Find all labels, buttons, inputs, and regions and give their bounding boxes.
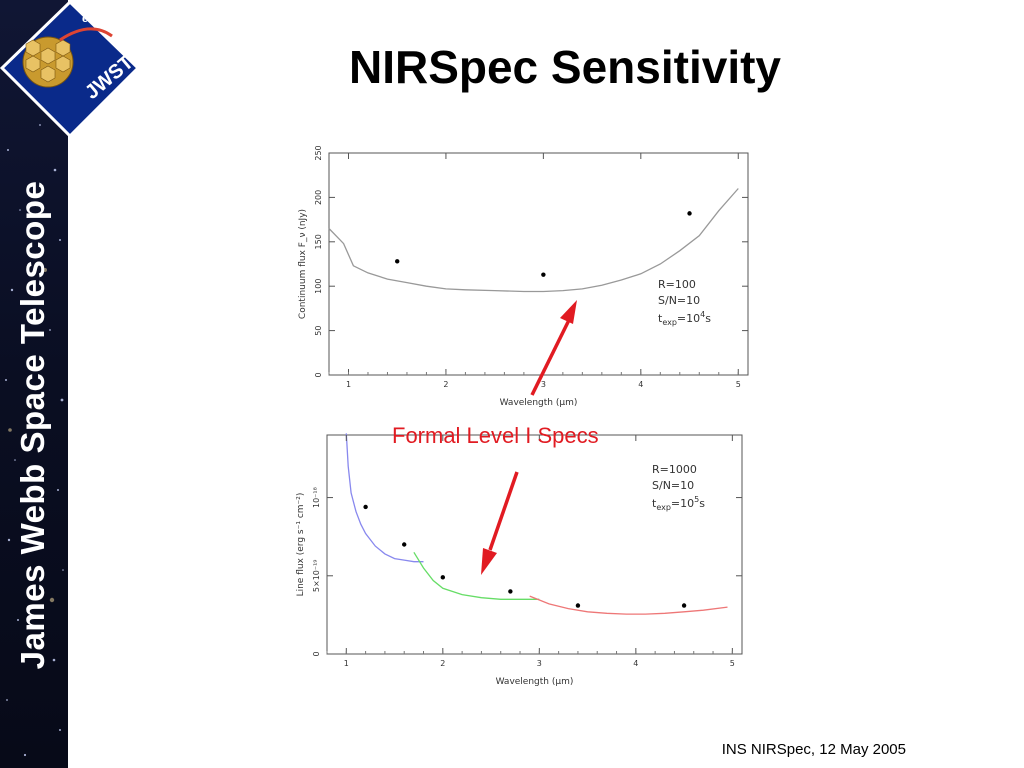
logo-agency-text: esa: [82, 13, 101, 25]
plot-frame: [328, 152, 749, 376]
x-tick-label: 4: [633, 659, 638, 668]
data-point: [395, 259, 400, 264]
annotation-snr: S/N=10: [652, 479, 694, 492]
y-tick-label: 150: [314, 234, 323, 249]
y-tick-label: 200: [314, 190, 323, 205]
data-point: [681, 603, 687, 608]
x-tick-label: 2: [443, 380, 448, 389]
y-tick-label: 50: [314, 326, 323, 336]
data-point: [541, 272, 546, 277]
y-axis-label: Line flux (erg s⁻¹ cm⁻²): [296, 493, 306, 597]
data-point: [402, 542, 407, 547]
jwst-logo: esa JWST: [0, 0, 141, 139]
footer-text: INS NIRSpec, 12 May 2005: [721, 741, 906, 758]
x-tick-label: 2: [440, 659, 445, 668]
series-line: [345, 433, 424, 563]
callout-arrow-down: [481, 471, 519, 575]
x-tick-label: 1: [346, 380, 351, 389]
series-line: [529, 595, 728, 615]
line-flux-chart: 1 2 3 4 5 0 5×10⁻¹⁹ 10⁻¹⁸ Wavelength (μm) Line…: [296, 433, 743, 687]
data-point: [363, 504, 368, 510]
starfield-background: [0, 0, 68, 768]
data-point: [575, 603, 581, 608]
y-tick-label: 0: [314, 372, 323, 377]
x-tick-label: 3: [537, 659, 542, 668]
mirror-icon: [22, 36, 74, 88]
y-tick-label: 5×10⁻¹⁹: [312, 559, 321, 592]
callout-arrow-up: [530, 300, 577, 396]
y-tick-label: 0: [312, 651, 321, 656]
plot-frame: [326, 434, 743, 655]
y-tick-label: 100: [314, 279, 323, 294]
x-axis-label: Wavelength (μm): [500, 398, 578, 408]
data-point: [687, 211, 692, 216]
x-tick-label: 1: [344, 659, 349, 668]
y-tick-label: 10⁻¹⁸: [312, 487, 321, 508]
data-point: [508, 589, 513, 594]
y-axis-label: Continuum flux F_ν (nJy): [298, 209, 308, 319]
annotation-resolution: R=1000: [652, 463, 697, 476]
y-tick-label: 250: [314, 145, 323, 160]
annotation-snr: S/N=10: [658, 294, 700, 307]
annotation-exposure: texp=104s: [658, 310, 711, 327]
x-tick-label: 5: [736, 380, 741, 389]
x-tick-label: 4: [638, 380, 643, 389]
data-point: [440, 575, 446, 580]
annotation-resolution: R=100: [658, 278, 696, 291]
sidebar-banner: James Webb Space Telescope: [0, 0, 68, 768]
annotation-exposure: texp=105s: [652, 495, 705, 512]
x-tick-label: 5: [730, 659, 735, 668]
callout-label: Formal Level I Specs: [392, 423, 599, 448]
series-line: [413, 551, 540, 600]
series-line: [328, 188, 739, 293]
page-title: NIRSpec Sensitivity: [348, 41, 782, 93]
continuum-flux-chart: 1 2 3 4 5 0 50 100 150 200 250 Wavelength (μm) Co…: [298, 145, 749, 408]
x-axis-label: Wavelength (μm): [496, 677, 574, 687]
x-tick-label: 3: [541, 380, 546, 389]
